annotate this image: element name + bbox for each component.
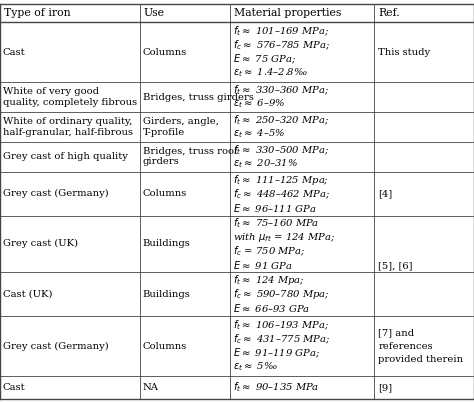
Text: $E \approx$ 75 GPa;: $E \approx$ 75 GPa; xyxy=(233,53,296,66)
Bar xyxy=(374,316,474,376)
Text: $f_c$ = 750 MPa;: $f_c$ = 750 MPa; xyxy=(233,244,305,258)
Text: Cast: Cast xyxy=(3,48,26,57)
Bar xyxy=(374,216,474,272)
Text: $f_t \approx$ 250–320 MPa;: $f_t \approx$ 250–320 MPa; xyxy=(233,113,329,127)
Text: White of very good
quality, completely fibrous: White of very good quality, completely f… xyxy=(3,87,137,107)
Text: Grey cast of high quality: Grey cast of high quality xyxy=(3,152,128,161)
Text: Bridges, truss roof
girders: Bridges, truss roof girders xyxy=(143,147,237,166)
Text: $f_t \approx$ 330–360 MPa;: $f_t \approx$ 330–360 MPa; xyxy=(233,83,329,97)
Bar xyxy=(230,22,374,82)
Text: $\varepsilon_t \approx$ 4–5%: $\varepsilon_t \approx$ 4–5% xyxy=(233,127,285,140)
Bar xyxy=(374,22,474,82)
Bar xyxy=(0,272,140,316)
Bar xyxy=(0,112,140,142)
Bar xyxy=(0,82,140,112)
Text: references: references xyxy=(378,342,433,351)
Text: Grey cast (Germany): Grey cast (Germany) xyxy=(3,189,109,198)
Text: $f_t \approx$ 124 Mpa;: $f_t \approx$ 124 Mpa; xyxy=(233,273,304,287)
Text: $E \approx$ 91 GPa: $E \approx$ 91 GPa xyxy=(233,259,292,271)
Bar xyxy=(140,4,230,22)
Bar xyxy=(0,376,140,399)
Bar xyxy=(374,4,474,22)
Bar xyxy=(140,172,230,216)
Text: $E \approx$ 91–119 GPa;: $E \approx$ 91–119 GPa; xyxy=(233,347,320,359)
Text: Cast: Cast xyxy=(3,383,26,392)
Text: $f_c \approx$ 448–462 MPa;: $f_c \approx$ 448–462 MPa; xyxy=(233,187,330,201)
Bar xyxy=(230,376,374,399)
Text: [9]: [9] xyxy=(378,383,392,392)
Text: $f_t \approx$ 101–169 MPa;: $f_t \approx$ 101–169 MPa; xyxy=(233,25,329,38)
Bar xyxy=(0,22,140,82)
Text: Buildings: Buildings xyxy=(143,289,191,299)
Text: Use: Use xyxy=(144,8,164,18)
Text: [7] and: [7] and xyxy=(378,328,414,337)
Text: Columns: Columns xyxy=(143,189,187,198)
Bar xyxy=(230,112,374,142)
Text: Grey cast (Germany): Grey cast (Germany) xyxy=(3,342,109,351)
Text: NA: NA xyxy=(143,383,159,392)
Text: Columns: Columns xyxy=(143,342,187,351)
Bar xyxy=(230,272,374,316)
Text: Type of iron: Type of iron xyxy=(4,8,71,18)
Bar xyxy=(140,216,230,272)
Text: Ref.: Ref. xyxy=(378,8,400,18)
Bar xyxy=(0,316,140,376)
Bar xyxy=(230,316,374,376)
Text: [4]: [4] xyxy=(378,189,392,198)
Text: Bridges, truss girders: Bridges, truss girders xyxy=(143,93,254,102)
Text: Material properties: Material properties xyxy=(234,8,341,18)
Text: Girders, angle,
T-profile: Girders, angle, T-profile xyxy=(143,117,219,137)
Bar xyxy=(230,82,374,112)
Bar xyxy=(140,272,230,316)
Text: $f_t \approx$ 90–135 MPa: $f_t \approx$ 90–135 MPa xyxy=(233,381,319,395)
Bar xyxy=(374,142,474,172)
Text: $\varepsilon_t \approx$ 20–31%: $\varepsilon_t \approx$ 20–31% xyxy=(233,157,298,170)
Text: $f_c \approx$ 431–775 MPa;: $f_c \approx$ 431–775 MPa; xyxy=(233,332,330,346)
Text: Cast (UK): Cast (UK) xyxy=(3,289,52,299)
Text: [5], [6]: [5], [6] xyxy=(378,262,413,270)
Text: $\varepsilon_t \approx$ 6–9%: $\varepsilon_t \approx$ 6–9% xyxy=(233,98,285,110)
Bar xyxy=(374,272,474,316)
Text: $E \approx$ 66–93 GPa: $E \approx$ 66–93 GPa xyxy=(233,302,310,314)
Bar xyxy=(140,22,230,82)
Bar xyxy=(0,4,140,22)
Bar xyxy=(0,142,140,172)
Text: $f_t \approx$ 330–500 MPa;: $f_t \approx$ 330–500 MPa; xyxy=(233,143,329,157)
Bar xyxy=(0,172,140,216)
Bar xyxy=(374,376,474,399)
Bar xyxy=(140,142,230,172)
Text: with $\mu_{ft}$ = 124 MPa;: with $\mu_{ft}$ = 124 MPa; xyxy=(233,231,335,243)
Bar xyxy=(374,172,474,216)
Bar xyxy=(0,216,140,272)
Text: $\varepsilon_t \approx$ 5‰: $\varepsilon_t \approx$ 5‰ xyxy=(233,361,278,373)
Text: White of ordinary quality,
half-granular, half-fibrous: White of ordinary quality, half-granular… xyxy=(3,117,133,137)
Bar xyxy=(140,82,230,112)
Bar xyxy=(230,4,374,22)
Bar xyxy=(374,112,474,142)
Bar xyxy=(374,82,474,112)
Text: $f_t \approx$ 111–125 Mpa;: $f_t \approx$ 111–125 Mpa; xyxy=(233,173,328,187)
Text: provided therein: provided therein xyxy=(378,355,464,364)
Text: Columns: Columns xyxy=(143,48,187,57)
Text: Grey cast (UK): Grey cast (UK) xyxy=(3,239,78,249)
Bar xyxy=(140,112,230,142)
Bar xyxy=(140,376,230,399)
Text: $f_t \approx$ 75–160 MPa: $f_t \approx$ 75–160 MPa xyxy=(233,216,319,230)
Bar xyxy=(230,172,374,216)
Bar xyxy=(230,216,374,272)
Text: $f_c \approx$ 590–780 Mpa;: $f_c \approx$ 590–780 Mpa; xyxy=(233,287,329,301)
Text: $E \approx$ 96–111 GPa: $E \approx$ 96–111 GPa xyxy=(233,202,317,214)
Text: Buildings: Buildings xyxy=(143,239,191,248)
Text: $f_t \approx$ 106–193 MPa;: $f_t \approx$ 106–193 MPa; xyxy=(233,319,329,332)
Bar xyxy=(230,142,374,172)
Bar xyxy=(140,316,230,376)
Text: $\varepsilon_t \approx$ 1.4–2.8‰: $\varepsilon_t \approx$ 1.4–2.8‰ xyxy=(233,66,308,79)
Text: $f_c \approx$ 576–785 MPa;: $f_c \approx$ 576–785 MPa; xyxy=(233,39,330,52)
Text: This study: This study xyxy=(378,48,430,57)
